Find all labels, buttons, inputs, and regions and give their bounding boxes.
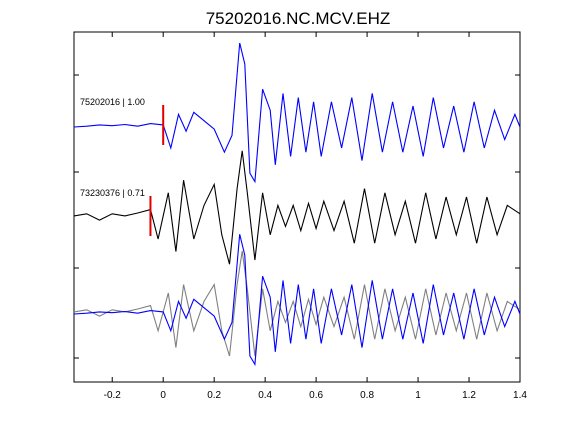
reference-trace	[73, 42, 521, 184]
x-tick-label: 0.8	[360, 390, 374, 401]
plot-frame	[73, 31, 521, 383]
x-tick-label: 1.2	[462, 390, 476, 401]
x-tick-label: 1	[415, 390, 421, 401]
overlay_comparison-trace	[73, 250, 521, 357]
trace-panel: 73230376 | 0.71	[73, 150, 521, 265]
trace-panels: 75202016 | 1.00 73230376 | 0.71	[73, 42, 521, 367]
x-tick-label: 1.4	[513, 390, 527, 401]
x-tick-label: 0.2	[207, 390, 221, 401]
x-tick-label: 0.6	[309, 390, 323, 401]
trace-panel	[73, 234, 521, 367]
x-tick-label: -0.2	[104, 390, 122, 401]
trace-label: 75202016 | 1.00	[80, 97, 145, 107]
y-tick-marks	[74, 74, 520, 359]
chart-title: 75202016.NC.MCV.EHZ	[206, 9, 391, 28]
comparison-trace	[73, 150, 521, 265]
trace-label: 73230376 | 0.71	[80, 188, 145, 198]
reference-trace	[73, 234, 521, 367]
x-tick-label: 0	[160, 390, 166, 401]
x-axis: -0.2 0 0.2 0.4 0.6 0.8 1 1.2 1.4	[104, 32, 527, 401]
trace-panel: 75202016 | 1.00	[73, 42, 521, 184]
x-tick-label: 0.4	[258, 390, 272, 401]
